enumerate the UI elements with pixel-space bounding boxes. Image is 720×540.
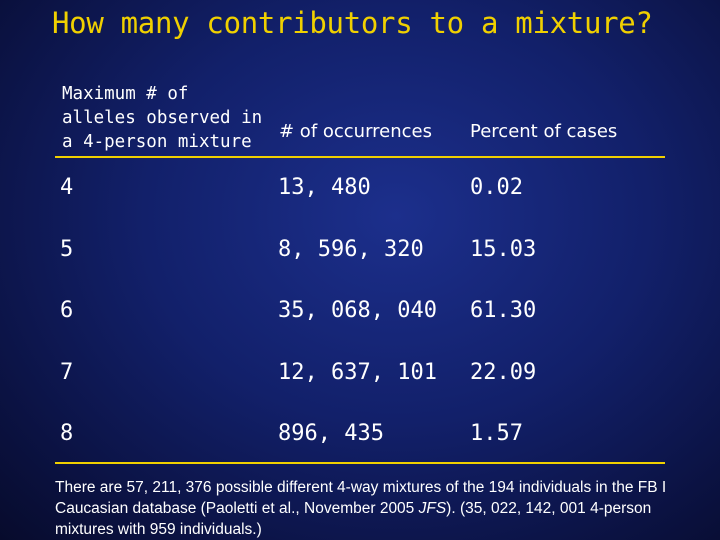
cell-percent: 15.03 [470,237,537,262]
header-max-alleles: Maximum # of alleles observed in a 4-per… [62,82,262,154]
table-row: 6 35, 068, 040 61.30 [0,298,720,338]
table-row: 7 12, 637, 101 22.09 [0,360,720,400]
table-top-rule [55,156,665,158]
header-line: alleles observed in [62,108,263,128]
footnote-text-end: ). (35, 022, 142, 001 4-person mixtures … [55,500,652,538]
cell-percent: 22.09 [470,360,537,385]
slide-title: How many contributors to a mixture? [52,6,653,40]
table-row: 5 8, 596, 320 15.03 [0,237,720,277]
cell-percent: 1.57 [470,421,523,446]
header-occurrences: # of occurrences [279,121,433,142]
cell-alleles: 6 [60,298,74,323]
cell-occurrences: 12, 637, 101 [278,360,437,385]
table-bottom-rule [55,462,665,464]
cell-occurrences: 35, 068, 040 [278,298,437,323]
cell-percent: 0.02 [470,175,523,200]
cell-alleles: 4 [60,175,74,200]
cell-alleles: 5 [60,237,74,262]
cell-occurrences: 13, 480 [278,175,371,200]
footnote: There are 57, 211, 376 possible differen… [55,477,675,540]
cell-percent: 61.30 [470,298,537,323]
header-line: Maximum # of [62,84,189,104]
table-row: 8 896, 435 1.57 [0,421,720,461]
header-line: a 4-person mixture [62,132,252,152]
cell-occurrences: 896, 435 [278,421,384,446]
header-percent: Percent of cases [470,121,618,142]
journal-abbrev: JFS [418,500,447,517]
cell-occurrences: 8, 596, 320 [278,237,424,262]
cell-alleles: 8 [60,421,74,446]
table-row: 4 13, 480 0.02 [0,175,720,215]
cell-alleles: 7 [60,360,74,385]
footnote-text: There are 57, 211, 376 possible differen… [55,479,667,517]
